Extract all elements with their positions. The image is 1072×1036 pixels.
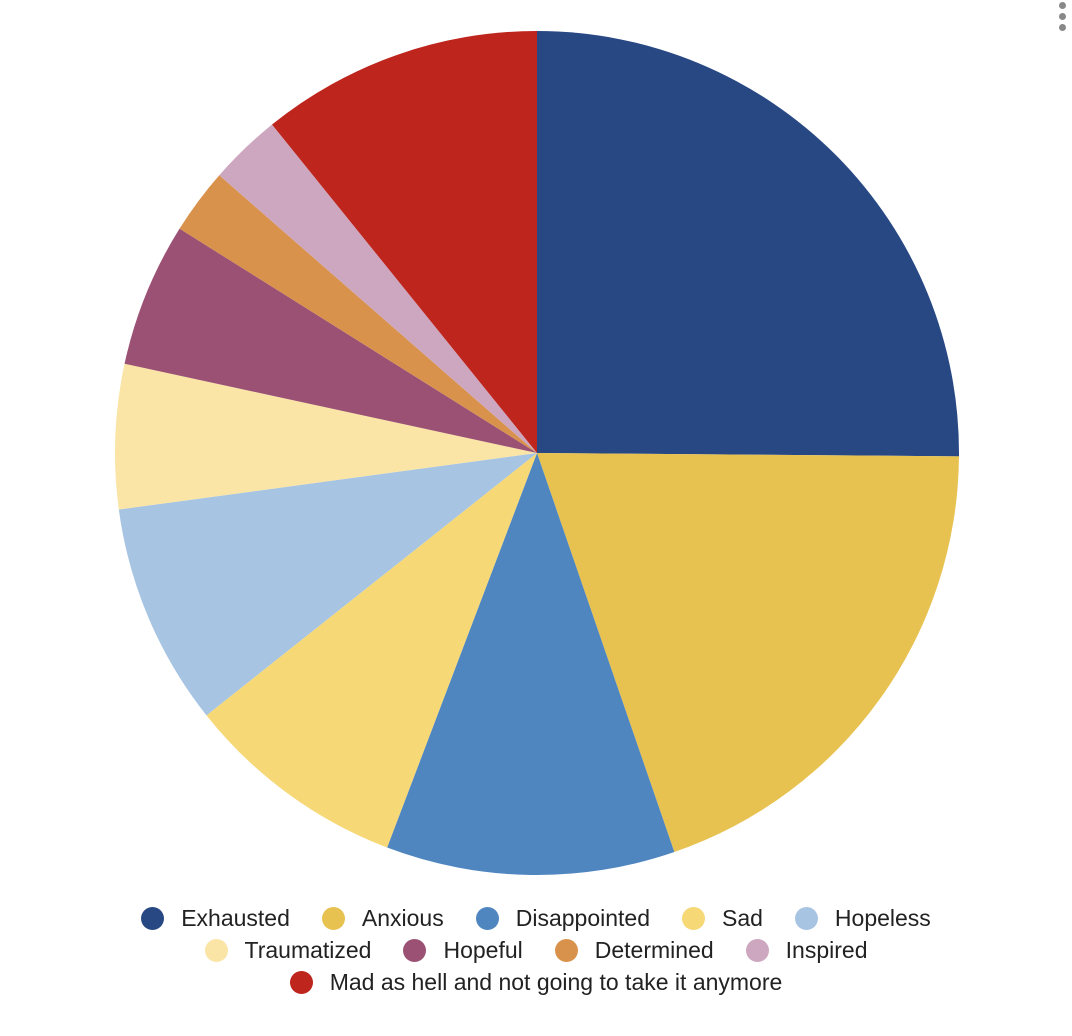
pie-slices (114, 31, 959, 875)
legend-swatch (403, 938, 427, 962)
legend-row: Exhausted Anxious Disappointed Sad Hopeless (0, 902, 1072, 934)
legend-label: Mad as hell and not going to take it any… (329, 968, 783, 995)
legend-item[interactable]: Traumatized (204, 936, 372, 964)
legend-label: Hopeless (834, 904, 931, 931)
pie-slice-sad[interactable] (206, 453, 538, 848)
legend-swatch (289, 970, 313, 994)
chart-legend: Exhausted Anxious Disappointed Sad Hopeless T… (0, 902, 1072, 998)
legend-item[interactable]: Exhausted (141, 905, 290, 932)
legend-item[interactable]: Disappointed (475, 904, 650, 932)
legend-swatch (141, 906, 165, 930)
legend-item[interactable]: Mad as hell and not going to take it any… (289, 968, 783, 996)
legend-label: Sad (721, 904, 763, 931)
more-vertical-icon[interactable] (1056, 0, 1068, 31)
pie-slice-mad-as-hell-and-not-going-to-take-it-anymore[interactable] (272, 31, 537, 453)
legend-label: Disappointed (515, 904, 650, 931)
pie-slice-hopeful[interactable] (124, 228, 538, 453)
legend-item[interactable]: Anxious (321, 904, 444, 932)
legend-swatch (794, 906, 818, 930)
pie-slice-exhausted[interactable] (537, 31, 959, 457)
legend-swatch (321, 906, 345, 930)
pie-slice-hopeless[interactable] (118, 453, 537, 716)
legend-swatch (554, 938, 578, 962)
legend-row: Mad as hell and not going to take it any… (0, 966, 1072, 998)
legend-swatch (681, 906, 705, 930)
legend-item[interactable]: Inspired (745, 936, 868, 964)
legend-label: Determined (594, 936, 714, 963)
legend-label: Inspired (785, 936, 868, 963)
legend-item[interactable]: Hopeless (794, 904, 931, 932)
legend-swatch (475, 906, 499, 930)
legend-row: Traumatized Hopeful Determined Inspired (0, 934, 1072, 966)
legend-label: Anxious (361, 904, 444, 931)
legend-label: Hopeful (443, 936, 523, 963)
legend-swatch (745, 938, 769, 962)
legend-item[interactable]: Sad (681, 904, 763, 932)
legend-label: Exhausted (181, 904, 290, 931)
pie-slice-determined[interactable] (179, 175, 538, 453)
pie-slice-traumatized[interactable] (114, 363, 537, 510)
pie-slice-inspired[interactable] (219, 124, 537, 454)
legend-swatch (204, 938, 228, 962)
legend-item[interactable]: Determined (554, 936, 714, 964)
pie-chart (114, 31, 959, 875)
pie-slice-anxious[interactable] (537, 453, 959, 853)
pie-slice-disappointed[interactable] (387, 453, 675, 875)
legend-label: Traumatized (244, 936, 372, 963)
legend-item[interactable]: Hopeful (403, 936, 523, 964)
